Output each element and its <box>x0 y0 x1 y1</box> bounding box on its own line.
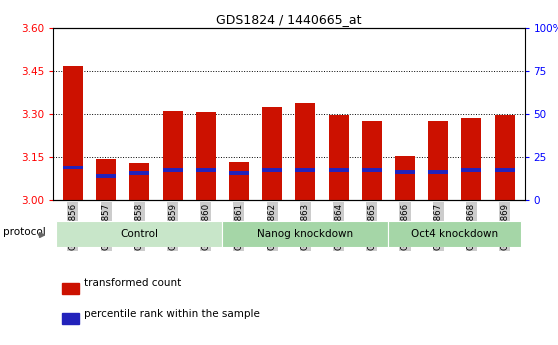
Bar <box>62 313 79 324</box>
Text: Oct4 knockdown: Oct4 knockdown <box>411 229 498 239</box>
Bar <box>295 103 315 200</box>
Bar <box>63 67 83 200</box>
Bar <box>329 168 349 172</box>
Bar <box>295 168 315 172</box>
Bar <box>63 166 83 169</box>
Bar <box>329 115 349 200</box>
Text: Control: Control <box>121 229 158 239</box>
Bar <box>494 168 514 172</box>
Bar <box>494 115 514 200</box>
Bar <box>56 221 222 247</box>
Bar <box>229 162 249 200</box>
Bar <box>129 171 150 175</box>
Text: transformed count: transformed count <box>84 278 181 288</box>
Bar <box>222 221 388 247</box>
Text: Nanog knockdown: Nanog knockdown <box>257 229 353 239</box>
Bar <box>262 107 282 200</box>
Bar <box>96 174 116 178</box>
Bar <box>461 168 482 172</box>
Bar <box>62 283 79 294</box>
Bar <box>428 121 448 200</box>
Bar <box>362 121 382 200</box>
Bar <box>162 168 182 172</box>
Text: protocol: protocol <box>3 227 45 237</box>
Bar <box>196 112 216 200</box>
Bar <box>262 168 282 172</box>
Bar <box>362 168 382 172</box>
Bar <box>428 170 448 174</box>
Bar <box>129 163 150 200</box>
Bar <box>96 159 116 200</box>
Bar <box>162 111 182 200</box>
Bar <box>229 171 249 175</box>
Bar <box>395 156 415 200</box>
Bar <box>388 221 521 247</box>
Bar <box>196 168 216 172</box>
Title: GDS1824 / 1440665_at: GDS1824 / 1440665_at <box>216 13 362 27</box>
Bar <box>395 170 415 174</box>
Text: percentile rank within the sample: percentile rank within the sample <box>84 309 259 319</box>
Bar <box>461 118 482 200</box>
